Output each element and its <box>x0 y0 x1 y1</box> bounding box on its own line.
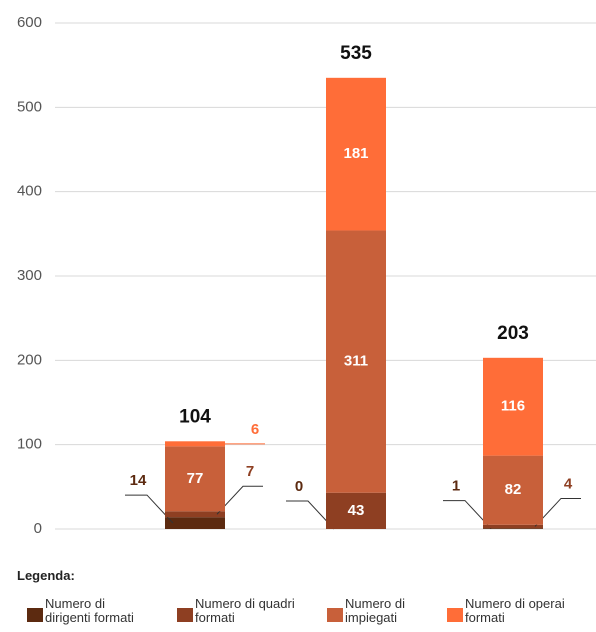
data-label: 0 <box>295 478 303 495</box>
bar-segment <box>483 357 543 456</box>
bar-segment <box>483 455 543 525</box>
bar-segment <box>165 446 225 512</box>
bar-segment <box>326 492 386 529</box>
bar-segment <box>483 524 543 529</box>
data-label: 7 <box>246 463 254 480</box>
data-label: 116 <box>501 398 525 415</box>
legend-label: Numero di dirigenti formati <box>45 596 134 625</box>
data-label: 181 <box>343 145 368 162</box>
bar-segment <box>483 528 543 529</box>
legend-swatch <box>177 608 193 622</box>
y-tick-label: 500 <box>17 98 42 115</box>
legend-label: Numero di operai formati <box>465 596 565 625</box>
legend-title: Legenda: <box>17 568 75 583</box>
leader-line <box>534 497 581 527</box>
total-label: 535 <box>340 43 372 64</box>
data-label: 82 <box>505 481 522 498</box>
data-label: 4 <box>564 475 573 492</box>
chart: 0100200300400500600147776104043311181535… <box>17 14 596 537</box>
y-tick-label: 0 <box>34 520 42 537</box>
legend-swatch <box>327 608 343 622</box>
legend-swatch <box>27 608 43 622</box>
legend-label: Numero di quadri formati <box>195 596 295 625</box>
leader-line <box>286 500 335 530</box>
leader-line <box>443 500 492 529</box>
y-tick-label: 200 <box>17 351 42 368</box>
bar-segment <box>165 517 225 529</box>
y-tick-label: 600 <box>17 14 42 31</box>
data-label: 6 <box>251 421 259 438</box>
bar-segment <box>326 77 386 231</box>
data-label: 43 <box>348 502 365 519</box>
bar-segment <box>165 511 225 518</box>
bar-segment <box>165 441 225 447</box>
y-tick-label: 300 <box>17 267 42 284</box>
bar-segment <box>326 230 386 493</box>
legend-label: Numero di impiegati <box>345 596 405 625</box>
total-label: 104 <box>179 406 211 427</box>
y-tick-label: 100 <box>17 436 42 453</box>
y-tick-label: 400 <box>17 183 42 200</box>
data-label: 14 <box>130 472 147 489</box>
data-label: 77 <box>187 470 204 487</box>
data-label: 311 <box>344 353 368 370</box>
legend-swatch <box>447 608 463 622</box>
data-label: 1 <box>452 478 460 495</box>
total-label: 203 <box>497 323 529 344</box>
leader-line <box>125 494 174 524</box>
leader-line <box>216 485 263 515</box>
